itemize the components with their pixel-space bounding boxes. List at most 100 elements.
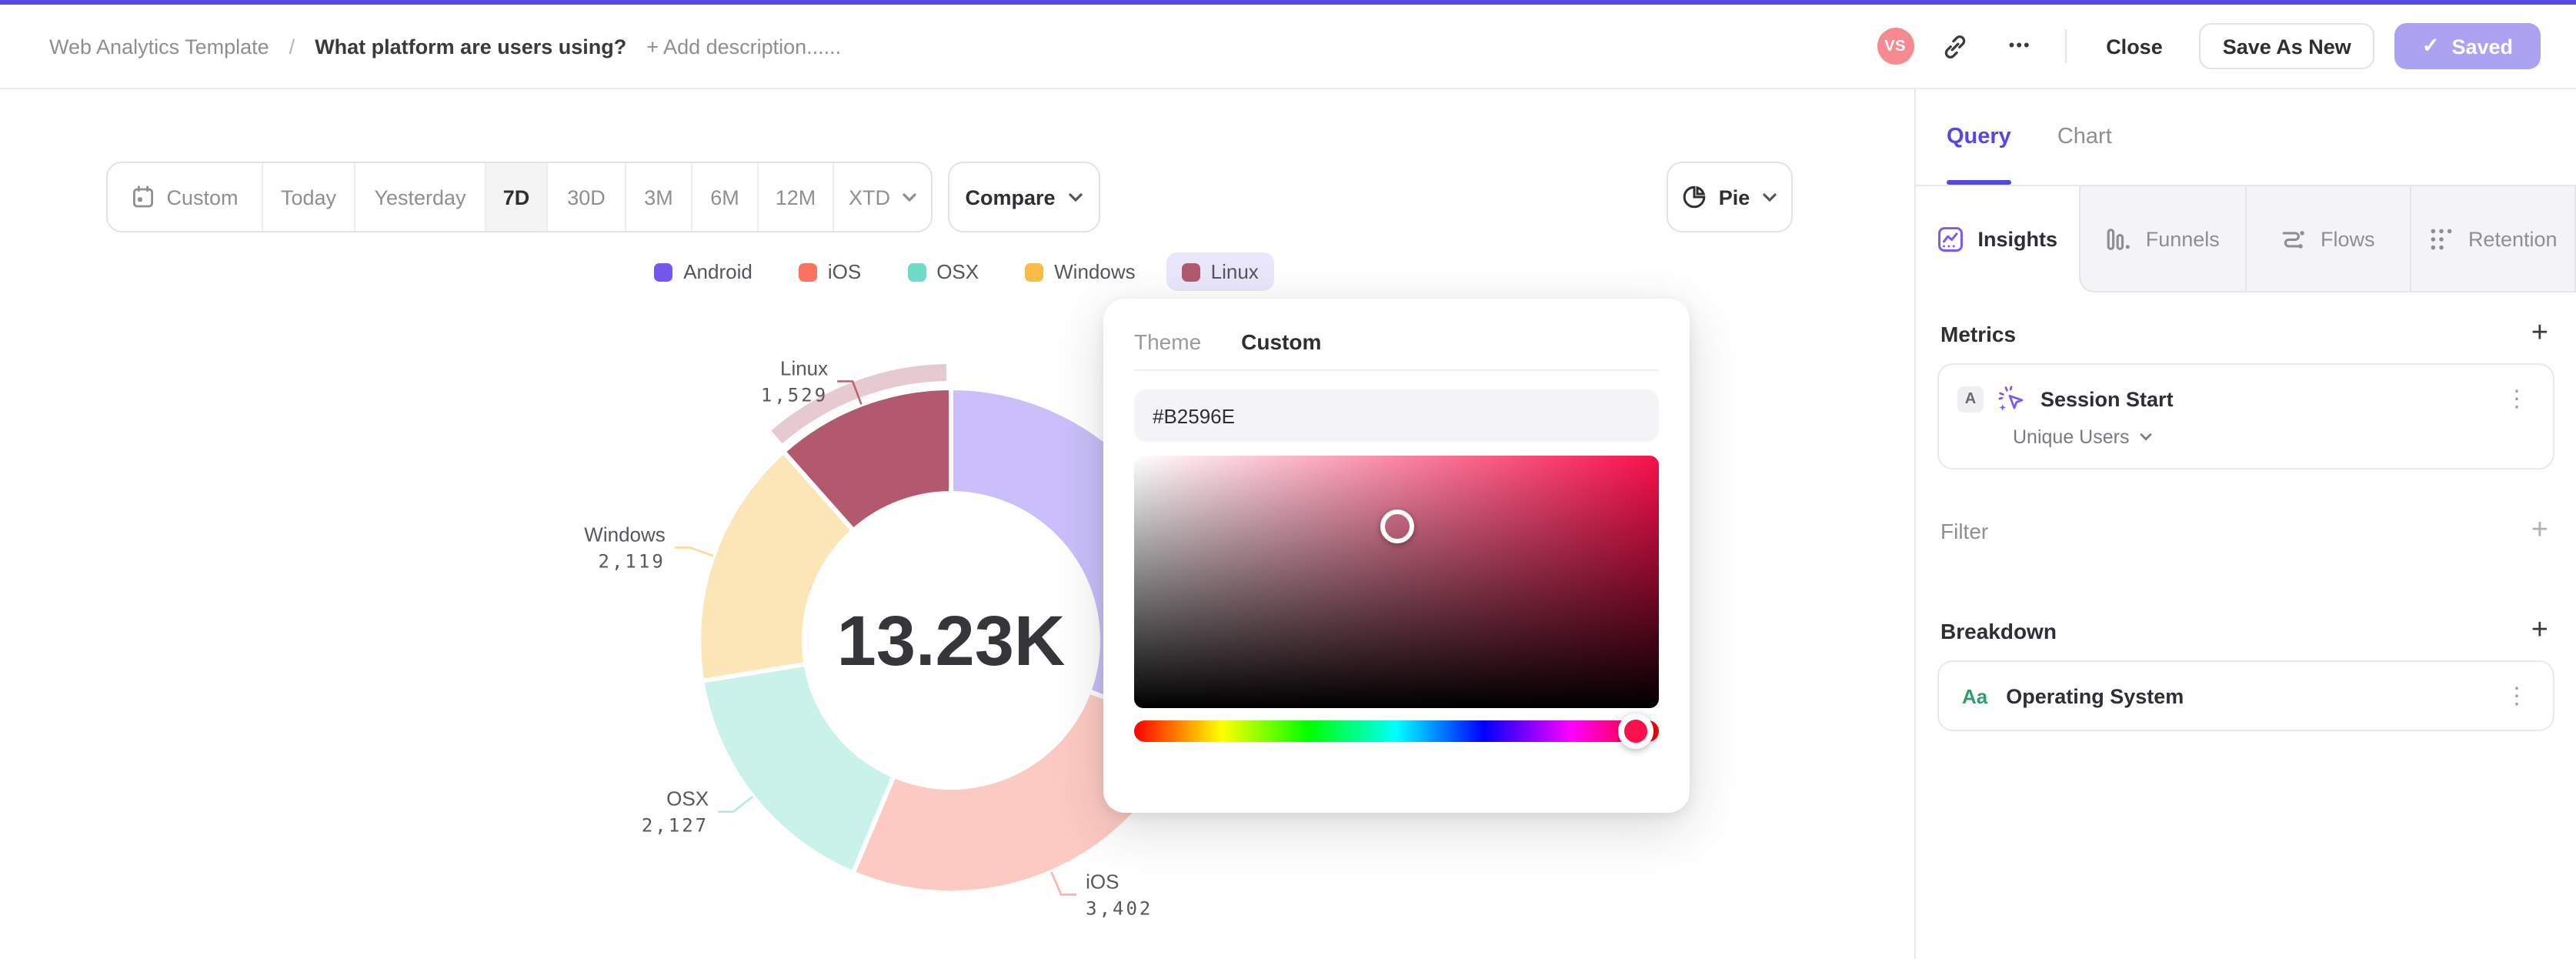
date-range-yesterday[interactable]: Yesterday (355, 163, 486, 231)
date-range-label: Custom (166, 185, 239, 209)
tab-chart-label: Chart (2057, 125, 2112, 149)
slice-label-name: OSX (666, 787, 709, 810)
aggregation-dropdown[interactable]: Unique Users (1939, 414, 2553, 468)
date-range-6m[interactable]: 6M (692, 163, 759, 231)
metrics-heading: Metrics (1940, 321, 2017, 346)
date-range-3m[interactable]: 3M (626, 163, 692, 231)
date-range-custom[interactable]: Custom (108, 163, 263, 231)
date-range-label: XTD (849, 185, 890, 209)
tab-theme[interactable]: Theme (1134, 329, 1202, 354)
saturation-cursor[interactable] (1380, 509, 1413, 543)
legend-item-ios[interactable]: iOS (783, 252, 876, 291)
metric-series-badge: A (1957, 386, 1984, 413)
tab-query-label: Query (1947, 125, 2011, 149)
slice-label-value: 2,127 (642, 815, 709, 837)
donut-chart[interactable]: 13.23K iOS 3,402 OSX 2,127 Windows 2,119 Linux 1… (0, 0, 1913, 959)
funnels-icon (2107, 228, 2131, 249)
compare-button[interactable]: Compare (948, 162, 1100, 232)
ellipsis-icon: ••• (2008, 37, 2031, 55)
page-title[interactable]: What platform are users using? (315, 35, 627, 58)
view-tab-label: Insights (1977, 228, 2057, 251)
chart-type-label: Pie (1718, 185, 1750, 209)
date-range-7d[interactable]: 7D (486, 163, 548, 231)
saturation-brightness-area[interactable] (1134, 456, 1659, 708)
view-tab-label: Flows (2320, 227, 2375, 250)
header-actions: VS ••• Close Save As New ✓ Saved (1877, 23, 2576, 69)
date-range-label: Today (280, 185, 337, 209)
add-metric-button[interactable]: + (2531, 317, 2548, 349)
add-breakdown-button[interactable]: + (2531, 614, 2548, 647)
legend-item-osx[interactable]: OSX (892, 252, 994, 291)
date-range-label: 3M (644, 185, 673, 209)
metrics-section-header: Metrics + (1916, 319, 2576, 348)
date-range-30d[interactable]: 30D (548, 163, 626, 231)
breakdown-section-header: Breakdown + (1916, 616, 2576, 645)
top-accent-bar (0, 0, 2576, 5)
chart-type-button[interactable]: Pie (1667, 162, 1793, 232)
legend-item-linux[interactable]: Linux (1166, 252, 1274, 291)
more-options-button[interactable]: ••• (1997, 23, 2043, 69)
breadcrumb-project[interactable]: Web Analytics Template (49, 35, 269, 58)
hex-color-input[interactable]: #B2596E (1134, 389, 1659, 442)
tab-funnels[interactable]: Funnels (2079, 186, 2246, 292)
filter-section-header: Filter + (1916, 516, 2576, 545)
tab-custom[interactable]: Custom (1241, 329, 1322, 354)
date-range-12m[interactable]: 12M (759, 163, 834, 231)
label-leader-line (837, 380, 863, 405)
string-property-icon: Aa (1962, 684, 1988, 707)
view-tab-label: Retention (2468, 227, 2558, 250)
breakdown-label: Operating System (2006, 684, 2184, 707)
color-picker-popup: Theme Custom #B2596E (1103, 299, 1690, 813)
slice-label-name: Linux (780, 356, 828, 379)
slice-label-name: Windows (584, 523, 665, 546)
color-picker-tabs: Theme Custom (1134, 323, 1659, 371)
insights-icon (1938, 227, 1964, 252)
check-icon: ✓ (2421, 34, 2440, 57)
add-filter-button[interactable]: + (2531, 514, 2548, 546)
insight-type-tabs: Insights Funnels Flows Retention (1916, 185, 2576, 292)
chevron-down-icon (1763, 192, 1777, 202)
header-divider (2064, 29, 2067, 63)
chevron-down-icon (902, 192, 916, 202)
hue-slider[interactable] (1134, 713, 1659, 749)
breakdown-card[interactable]: Aa Operating System ⋮ (1937, 660, 2554, 731)
slice-label-value: 2,119 (599, 550, 666, 572)
legend-item-android[interactable]: Android (639, 252, 768, 291)
hue-slider-thumb[interactable] (1618, 713, 1654, 749)
add-description-button[interactable]: + Add description...... (646, 35, 842, 58)
legend-item-windows[interactable]: Windows (1009, 252, 1151, 291)
tab-retention[interactable]: Retention (2411, 186, 2576, 292)
query-sidebar: Query Chart Insights Funnels Flows Retentio… (1914, 89, 2576, 959)
legend-swatch (798, 262, 817, 281)
metric-menu-button[interactable]: ⋮ (2505, 386, 2528, 413)
date-range-label: 6M (710, 185, 739, 209)
tab-insights[interactable]: Insights (1916, 186, 2080, 292)
tab-query[interactable]: Query (1947, 89, 2011, 185)
cursor-click-icon (1998, 386, 2024, 411)
avatar[interactable]: VS (1877, 28, 1914, 65)
tab-flows[interactable]: Flows (2246, 186, 2411, 292)
breakdown-menu-button[interactable]: ⋮ (2505, 683, 2528, 709)
share-link-icon[interactable] (1932, 23, 1978, 69)
donut-hole (802, 491, 1100, 790)
date-range-xtd[interactable]: XTD (834, 163, 931, 231)
date-range-label: 12M (775, 185, 816, 209)
breakdown-heading: Breakdown (1940, 618, 2057, 643)
legend-label: Windows (1054, 260, 1136, 283)
header: Web Analytics Template / What platform a… (0, 5, 2576, 89)
slice-label-value: 3,402 (1086, 897, 1153, 919)
close-button[interactable]: Close (2106, 35, 2163, 58)
save-as-new-button[interactable]: Save As New (2199, 23, 2374, 69)
tab-chart[interactable]: Chart (2057, 89, 2112, 185)
breadcrumb-separator: / (289, 35, 295, 58)
date-range-today[interactable]: Today (263, 163, 355, 231)
metric-label: Session Start (2040, 388, 2174, 411)
pie-chart-icon (1683, 185, 1706, 209)
metric-card[interactable]: A Session Start ⋮ Unique Users (1937, 363, 2554, 469)
saved-button[interactable]: ✓ Saved (2394, 23, 2541, 69)
date-range-selector: Custom Today Yesterday 7D 30D 3M 6M 12M XTD (106, 162, 933, 232)
view-tab-label: Funnels (2145, 227, 2220, 250)
legend-label: Linux (1210, 260, 1259, 283)
chevron-down-icon (1068, 192, 1083, 202)
